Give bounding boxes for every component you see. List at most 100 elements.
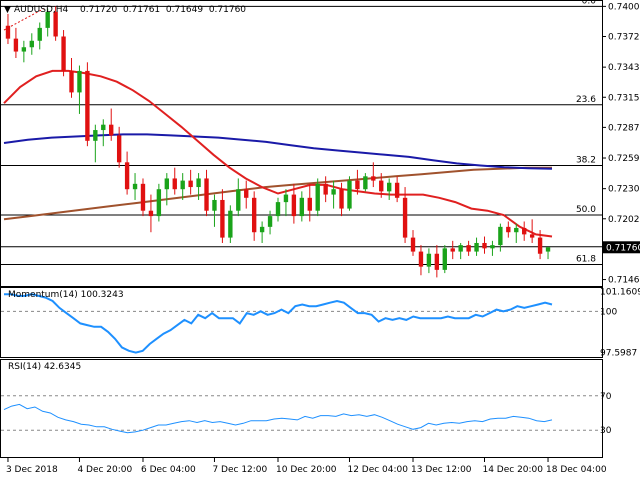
candle-body bbox=[21, 47, 27, 52]
candle-body bbox=[450, 248, 455, 252]
rsi-tick-label: 70 bbox=[600, 392, 612, 402]
candle-body bbox=[148, 210, 154, 217]
time-tick-label: 4 Dec 20:00 bbox=[77, 465, 132, 475]
candle-body bbox=[323, 183, 328, 195]
candle-body bbox=[156, 189, 162, 217]
candle-body bbox=[13, 38, 19, 52]
candle-body bbox=[124, 162, 130, 190]
fib-level-label: 23.6 bbox=[576, 95, 596, 105]
candle-body bbox=[402, 197, 408, 238]
candle-body bbox=[434, 253, 440, 270]
candle-body bbox=[212, 199, 217, 211]
candle-body bbox=[101, 124, 106, 131]
time-tick-label: 6 Dec 04:00 bbox=[141, 465, 196, 475]
time-tick-label: 12 Dec 04:00 bbox=[347, 465, 408, 475]
candle-body bbox=[379, 180, 384, 192]
candle-body bbox=[458, 245, 463, 252]
candle-body bbox=[331, 189, 336, 195]
momentum-title: Momentum(14) 100.3243 bbox=[8, 290, 124, 300]
candle-body bbox=[307, 197, 312, 211]
candle-body bbox=[355, 180, 360, 190]
candle-body bbox=[514, 227, 519, 233]
time-tick-label: 14 Dec 20:00 bbox=[482, 465, 543, 475]
candle-body bbox=[5, 25, 11, 39]
candle-body bbox=[283, 194, 289, 203]
candle-body bbox=[410, 237, 416, 252]
main-price-panel bbox=[0, 0, 603, 287]
candle-body bbox=[53, 11, 58, 37]
price-tick-label: 0.71460 bbox=[608, 276, 640, 286]
candle-body bbox=[267, 216, 273, 227]
candle-body bbox=[545, 247, 551, 252]
price-tick-label: 0.72025 bbox=[608, 215, 640, 225]
candle-body bbox=[164, 178, 169, 190]
candle-body bbox=[466, 245, 471, 252]
candle-body bbox=[204, 178, 209, 211]
candle-body bbox=[29, 40, 34, 48]
sma-fast-line bbox=[3, 69, 553, 238]
rsi-title: RSI(14) 42.6345 bbox=[8, 362, 81, 372]
candle-body bbox=[347, 180, 352, 209]
candle-body bbox=[172, 178, 177, 190]
current-price-tag bbox=[603, 241, 640, 254]
candle-body bbox=[244, 189, 249, 198]
candle-body bbox=[315, 183, 320, 211]
time-tick-label: 10 Dec 20:00 bbox=[276, 465, 337, 475]
candle-body bbox=[275, 202, 281, 217]
candle-body bbox=[299, 197, 305, 217]
candle-body bbox=[109, 124, 114, 136]
current-price-label: 0.71760 bbox=[606, 243, 640, 253]
candle-body bbox=[61, 36, 66, 71]
rsi-panel bbox=[0, 359, 603, 458]
fib-level-label: 0.0 bbox=[582, 0, 597, 6]
candle-body bbox=[220, 199, 225, 238]
candle-body bbox=[196, 178, 201, 188]
candle-body bbox=[482, 242, 487, 249]
candle-body bbox=[228, 210, 233, 238]
candle-body bbox=[394, 182, 400, 198]
candle-body bbox=[188, 180, 193, 188]
trendline-segment bbox=[3, 8, 45, 31]
momentum-panel bbox=[0, 287, 603, 358]
candle-body bbox=[522, 227, 527, 235]
momentum-line bbox=[4, 293, 553, 354]
time-tick-label: 7 Dec 12:00 bbox=[212, 465, 267, 475]
candle-body bbox=[180, 180, 185, 190]
fib-level-label: 50.0 bbox=[576, 205, 596, 215]
candle-body bbox=[85, 70, 90, 141]
price-tick-label: 0.72305 bbox=[608, 185, 640, 195]
candle-body bbox=[426, 253, 432, 267]
candle-body bbox=[371, 176, 376, 181]
candle-body bbox=[116, 135, 122, 163]
price-tick-label: 0.72875 bbox=[608, 123, 640, 133]
fib-level-label: 38.2 bbox=[576, 156, 596, 166]
candle-body bbox=[442, 248, 447, 270]
ohlc-readout: 0.71720 0.71761 0.71649 0.71760 bbox=[80, 5, 246, 15]
fib-level-label: 61.8 bbox=[576, 254, 596, 264]
candle-body bbox=[506, 226, 511, 233]
symbol-dropdown-icon[interactable]: ▼ bbox=[4, 5, 11, 15]
candle-body bbox=[93, 130, 98, 141]
candle-body bbox=[291, 194, 297, 217]
candle-body bbox=[529, 234, 535, 238]
momentum-tick-label: 97.5987 bbox=[600, 349, 637, 359]
time-tick-label: 13 Dec 12:00 bbox=[411, 465, 472, 475]
rsi-line bbox=[3, 403, 553, 434]
momentum-tick-label: 100 bbox=[600, 307, 617, 317]
candle-body bbox=[363, 176, 368, 190]
candle-body bbox=[339, 189, 344, 209]
candle-body bbox=[387, 182, 392, 192]
momentum-tick-label: 101.1609 bbox=[600, 287, 640, 297]
candle-body bbox=[418, 251, 424, 267]
candle-body bbox=[490, 245, 495, 249]
candle-body bbox=[37, 27, 42, 41]
rsi-tick-label: 30 bbox=[600, 426, 612, 436]
time-tick-label: 18 Dec 04:00 bbox=[546, 465, 607, 475]
price-tick-label: 0.73155 bbox=[608, 93, 640, 103]
candle-body bbox=[77, 70, 82, 93]
price-tick-label: 0.73435 bbox=[608, 63, 640, 73]
